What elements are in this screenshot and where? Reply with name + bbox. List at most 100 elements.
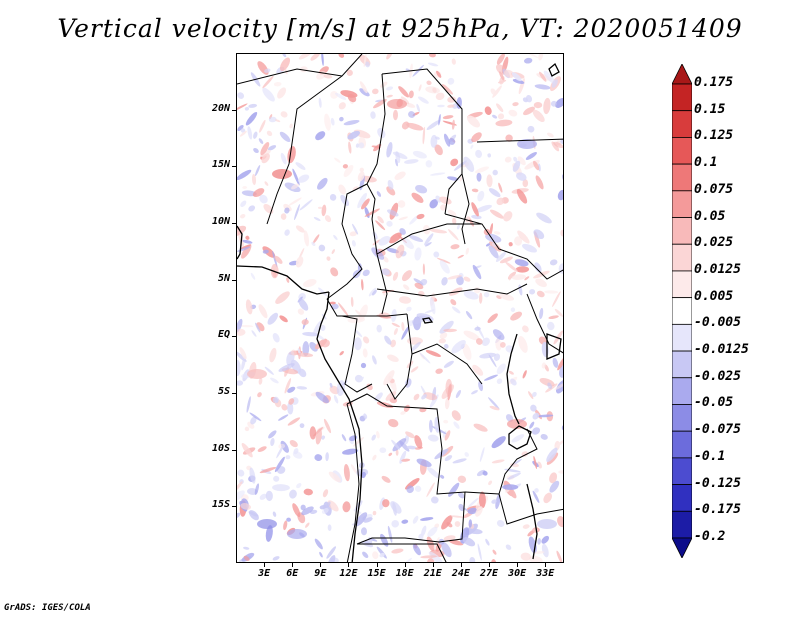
field-patch [310, 54, 320, 61]
field-patch [279, 57, 291, 72]
field-patch [441, 83, 454, 95]
field-patch [240, 213, 246, 219]
field-patch [447, 176, 459, 181]
field-patch [268, 430, 277, 439]
field-patch [272, 396, 279, 404]
field-patch [474, 326, 481, 331]
field-patch [371, 289, 377, 296]
field-patch [243, 546, 250, 550]
field-patch [550, 100, 557, 107]
field-patch [544, 290, 559, 294]
field-patch [418, 290, 425, 297]
field-patch [318, 206, 323, 209]
coastline [237, 225, 243, 260]
field-patch [534, 262, 542, 273]
colorbar [672, 64, 692, 558]
field-patch [315, 428, 322, 445]
field-patch [242, 185, 248, 190]
field-patch [548, 315, 559, 320]
field-patch [456, 97, 462, 109]
field-patch [436, 70, 442, 78]
field-patch [538, 54, 544, 61]
field-patch [447, 104, 455, 108]
field-patch [492, 549, 497, 555]
field-patch [387, 525, 393, 543]
field-patch [272, 511, 277, 517]
field-patch [371, 145, 381, 149]
field-patch [240, 244, 252, 250]
field-patch [249, 412, 262, 422]
field-patch [338, 54, 345, 58]
field-patch [475, 149, 483, 158]
field-patch [534, 551, 545, 554]
field-patch [360, 527, 368, 536]
field-patch [291, 183, 300, 190]
field-patch [321, 508, 329, 514]
field-patch [557, 516, 563, 528]
field-patch [320, 325, 326, 331]
field-patch [355, 512, 368, 527]
field-patch-strong [507, 419, 527, 429]
lon-tick-label: 15E [367, 568, 386, 579]
field-patch [554, 381, 563, 391]
field-patch [518, 335, 528, 353]
field-patch [295, 225, 305, 233]
coastline [237, 265, 330, 295]
field-patch [297, 308, 305, 315]
field-patch [500, 342, 506, 348]
field-patch [280, 152, 287, 165]
field-patch [258, 138, 264, 144]
field-patch [250, 272, 256, 280]
field-patch [486, 174, 493, 188]
field-patch [374, 392, 383, 402]
field-patch [502, 484, 519, 490]
field-patch [272, 332, 280, 343]
colorbar-label: 0.025 [694, 235, 734, 251]
field-patch [362, 551, 369, 558]
field-patch [318, 244, 326, 252]
field-patch [431, 496, 439, 504]
colorbar-label: 0.125 [694, 128, 734, 144]
colorbar-swatch [672, 404, 692, 432]
field-patch [254, 483, 260, 496]
field-patch-strong [387, 99, 407, 109]
field-patch [511, 72, 522, 82]
field-patch [386, 220, 393, 227]
field-patch [413, 278, 424, 286]
field-patch [376, 191, 382, 197]
colorbar-label: -0.125 [694, 475, 741, 491]
field-patch [289, 440, 298, 448]
field-patch [327, 524, 332, 531]
colorbar-label: 0.1 [694, 155, 718, 171]
field-patch [491, 559, 497, 562]
field-patch [275, 291, 290, 304]
field-patch [503, 211, 513, 222]
field-patch [251, 330, 257, 337]
field-patch [427, 526, 438, 537]
field-patch [326, 546, 337, 559]
field-patch [539, 307, 544, 320]
field-patch [558, 470, 563, 474]
field-patch [361, 471, 366, 479]
field-patch [386, 247, 399, 254]
coastline [316, 291, 363, 562]
field-patch [275, 119, 281, 123]
field-patch [240, 200, 247, 208]
field-patch [451, 58, 456, 65]
field-patch [405, 431, 415, 439]
field-patch [479, 447, 485, 462]
field-patch [387, 209, 399, 217]
field-patch [522, 243, 537, 253]
field-patch [496, 103, 504, 113]
field-patch [406, 485, 414, 494]
field-patch [463, 330, 480, 341]
field-patch [292, 451, 303, 459]
lat-tick-label: 10S [211, 442, 230, 454]
field-patch [408, 111, 416, 118]
field-patch [322, 489, 329, 498]
field-patch [272, 250, 278, 268]
field-patch [532, 160, 540, 171]
field-patch [435, 92, 445, 100]
field-patch [245, 299, 253, 315]
field-patch [309, 426, 317, 440]
